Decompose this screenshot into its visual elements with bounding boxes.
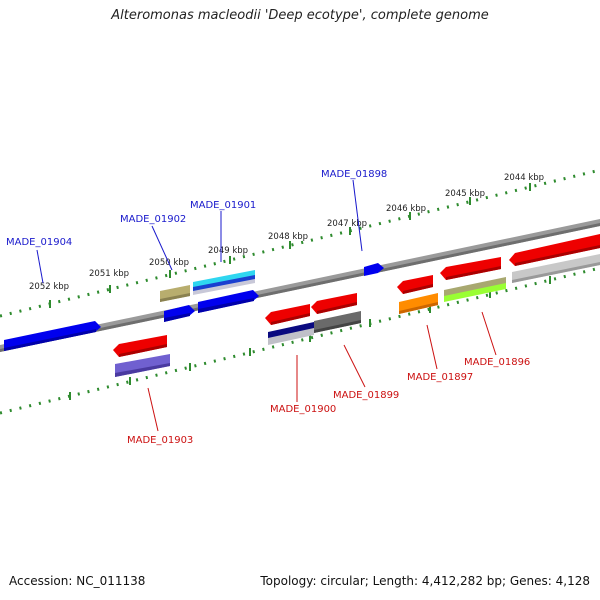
map-title: Alteromonas macleodii 'Deep ecotype', co… <box>111 8 489 23</box>
label-made-01899: MADE_01899 <box>333 390 399 401</box>
gene-made-01896[interactable] <box>440 257 501 280</box>
label-made-01900: MADE_01900 <box>270 404 336 415</box>
gene-labels-forward: MADE_01904 MADE_01902 MADE_01901 MADE_01… <box>6 169 387 248</box>
label-made-01903: MADE_01903 <box>127 435 193 446</box>
feature-lime <box>444 277 506 302</box>
label-made-01902: MADE_01902 <box>120 214 186 225</box>
label-made-01897: MADE_01897 <box>407 372 473 383</box>
feature-navy <box>268 322 314 345</box>
scale-major-ticks-lower <box>69 276 551 400</box>
gene-made-01899[interactable] <box>311 293 357 314</box>
gene-right-edge[interactable] <box>509 234 600 266</box>
scale-label-2049: 2049 kbp <box>208 246 248 256</box>
feature-purple <box>115 354 170 377</box>
scale-label-2044: 2044 kbp <box>504 173 544 183</box>
reverse-genes <box>113 234 600 377</box>
feature-gray <box>314 311 361 333</box>
scale-label-2047: 2047 kbp <box>327 219 367 229</box>
genome-backbone <box>0 219 600 352</box>
gene-made-01897[interactable] <box>397 275 433 294</box>
scale-label-2046: 2046 kbp <box>386 204 426 214</box>
topology-summary-text: Topology: circular; Length: 4,412,282 bp… <box>260 574 590 588</box>
gene-labels-reverse: MADE_01903 MADE_01900 MADE_01899 MADE_01… <box>127 357 530 446</box>
accession-text: Accession: NC_011138 <box>9 574 146 588</box>
feature-silver <box>512 254 600 283</box>
scale-label-2052: 2052 kbp <box>29 282 69 292</box>
label-made-01904: MADE_01904 <box>6 237 72 248</box>
gene-made-01903[interactable] <box>113 335 167 357</box>
scale-label-2048: 2048 kbp <box>268 232 308 242</box>
scale-label-2045: 2045 kbp <box>445 189 485 199</box>
label-made-01898: MADE_01898 <box>321 169 387 180</box>
label-made-01896: MADE_01896 <box>464 357 530 368</box>
gene-made-01904[interactable] <box>4 321 101 351</box>
leader-lines-forward <box>36 179 363 284</box>
scale-label-2051: 2051 kbp <box>89 269 129 279</box>
gene-made-01898[interactable] <box>364 263 384 276</box>
feature-khaki <box>160 285 190 302</box>
gene-made-01901[interactable] <box>198 290 259 313</box>
feature-cyan <box>193 270 255 295</box>
scale-major-ticks <box>49 183 531 308</box>
leader-lines-reverse <box>147 311 497 432</box>
scale-track-lower <box>0 266 600 415</box>
feature-orange <box>399 293 438 314</box>
gene-made-01900[interactable] <box>265 304 310 325</box>
label-made-01901: MADE_01901 <box>190 200 256 211</box>
gene-made-01902[interactable] <box>164 305 195 322</box>
forward-genes <box>4 263 384 351</box>
